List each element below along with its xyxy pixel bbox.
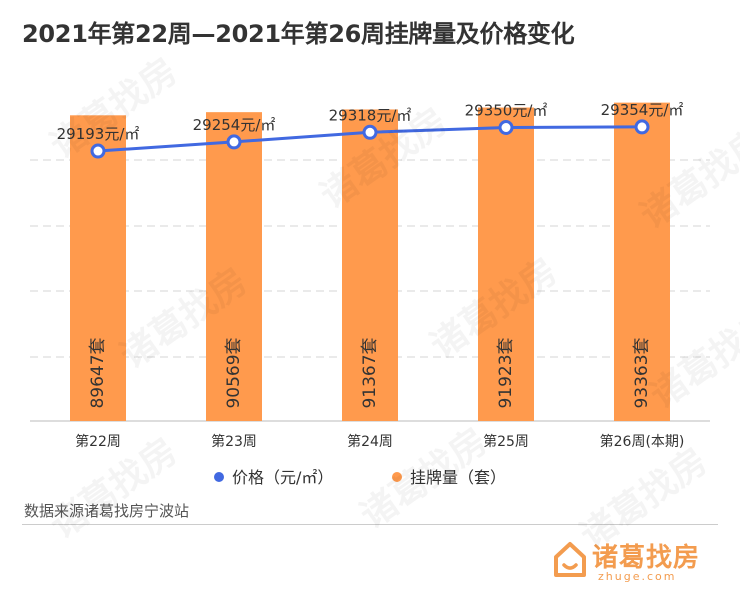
price-value-label: 29350元/㎡ (465, 102, 548, 120)
price-point (226, 134, 242, 150)
x-tick-label: 第24周 (347, 433, 393, 450)
bar-value-label: 93363套 (632, 337, 652, 408)
x-tick-label: 第23周 (211, 433, 257, 450)
brand-logo: 诸葛找房 zhuge.com (552, 535, 722, 585)
bar-value-label: 90569套 (224, 337, 244, 408)
price-point (498, 120, 514, 135)
price-value-label: 29254元/㎡ (193, 116, 276, 134)
x-tick-label: 第25周 (483, 433, 529, 450)
price-point (634, 119, 650, 135)
bar (614, 102, 670, 421)
bar-value-label: 91923套 (496, 337, 516, 408)
bar-value-label: 89647套 (88, 337, 108, 408)
price-value-label: 29193元/㎡ (57, 125, 140, 143)
price-value-label: 29318元/㎡ (329, 106, 412, 124)
price-point (90, 143, 106, 159)
legend-count-label: 挂牌量（套） (410, 468, 506, 487)
x-tick-label: 第26周(本期) (600, 433, 685, 450)
bar (478, 107, 534, 421)
legend-price-label: 价格（元/㎡） (232, 468, 333, 487)
legend-count-marker (392, 472, 402, 482)
bar (342, 109, 398, 421)
source-note: 数据来源诸葛找房宁波站 (24, 502, 190, 520)
house-logo-icon (554, 542, 586, 577)
bar (206, 112, 262, 421)
price-value-label: 29354元/㎡ (601, 101, 684, 119)
x-tick-label: 第22周 (75, 433, 121, 450)
chart-title: 2021年第22周—2021年第26周挂牌量及价格变化 (22, 20, 575, 48)
logo-subtext: zhuge.com (598, 570, 677, 583)
bar (70, 115, 126, 422)
price-point (362, 124, 378, 140)
bar-value-label: 91367套 (360, 337, 380, 408)
logo-text: 诸葛找房 (592, 543, 701, 573)
divider (22, 524, 718, 525)
legend-price-marker (214, 472, 224, 482)
